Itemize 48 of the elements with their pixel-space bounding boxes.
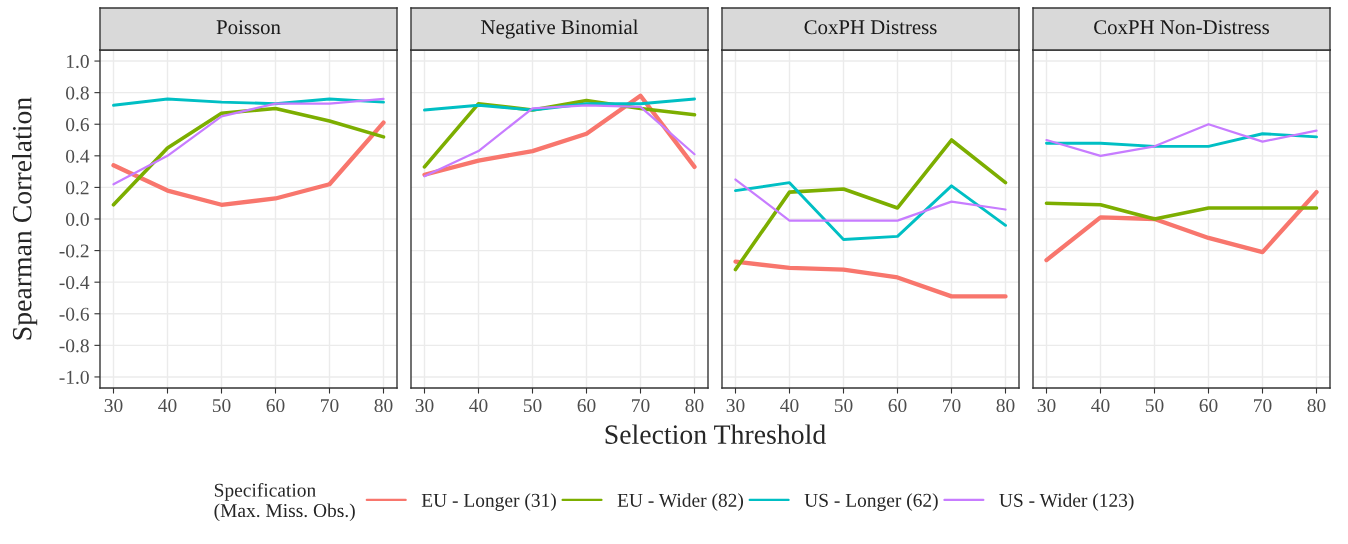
x-axis-title: Selection Threshold — [605, 424, 826, 444]
legend-label: EU - Longer (31) — [421, 493, 556, 511]
x-tick-label: 50 — [1145, 398, 1164, 413]
y-axis-title: Spearman Correlation — [12, 97, 38, 340]
chart-title: Negative Binomial — [481, 19, 639, 39]
y-tick-label: -0.2 — [59, 244, 89, 258]
x-tick-label: 30 — [104, 398, 123, 413]
x-tick-label: 30 — [1037, 398, 1056, 413]
x-tick-label: 50 — [834, 398, 853, 413]
x-tick-label: 30 — [726, 398, 745, 413]
x-tick-label: 40 — [780, 398, 799, 413]
x-tick-label: 70 — [321, 398, 339, 413]
y-tick-label: 0.8 — [66, 86, 89, 100]
line-series — [112, 97, 385, 107]
y-tick-label: -0.6 — [59, 307, 89, 321]
y-tick-label: 0.4 — [66, 149, 90, 163]
x-tick-label: 80 — [996, 398, 1015, 413]
x-tick-label: 80 — [685, 398, 704, 413]
chart-title: Poisson — [216, 20, 281, 35]
x-tick-label: 60 — [266, 398, 285, 413]
legend-label: US - Longer (62) — [804, 493, 938, 511]
x-tick-label: 70 — [1254, 398, 1272, 413]
x-tick-label: 70 — [632, 398, 650, 413]
y-tick-label: -0.4 — [59, 275, 90, 290]
x-tick-label: 30 — [415, 398, 434, 413]
x-tick-label: 40 — [1091, 398, 1110, 413]
x-tick-label: 80 — [374, 398, 393, 413]
x-tick-label: 80 — [1307, 398, 1326, 413]
x-tick-label: 60 — [888, 398, 907, 413]
y-tick-label: 1.0 — [66, 54, 89, 69]
x-tick-label: 40 — [158, 398, 177, 413]
y-tick-label: -1.0 — [59, 370, 89, 384]
x-tick-label: 50 — [212, 398, 231, 413]
legend-label: US - Wider (123) — [999, 493, 1134, 511]
chart-title: CoxPH Distress — [804, 20, 937, 35]
y-tick-label: 0.6 — [66, 118, 89, 132]
x-tick-label: 60 — [577, 398, 596, 413]
y-tick-label: -0.8 — [59, 339, 89, 353]
x-tick-label: 70 — [943, 398, 961, 413]
legend-label: EU - Wider (82) — [617, 493, 744, 511]
legend-title: Specification (Max. Miss. Obs.) — [214, 482, 355, 522]
chart-title: CoxPH Non-Distress — [1094, 20, 1269, 35]
y-tick-label: 0.2 — [66, 181, 89, 195]
x-tick-label: 60 — [1199, 398, 1218, 413]
line-series — [112, 97, 385, 186]
x-tick-label: 40 — [469, 398, 488, 413]
y-tick-label: 0.0 — [66, 212, 89, 227]
x-tick-label: 50 — [523, 398, 542, 413]
